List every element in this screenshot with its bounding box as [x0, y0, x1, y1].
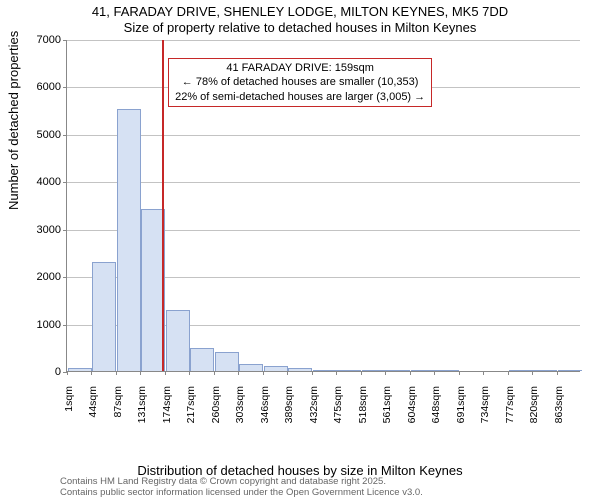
xtick-mark — [483, 371, 484, 375]
xtick-label: 432sqm — [308, 386, 320, 436]
xtick-mark — [238, 371, 239, 375]
gridline — [67, 135, 580, 136]
xtick-mark — [361, 371, 362, 375]
histogram-bar — [190, 348, 214, 371]
chart-title-line2: Size of property relative to detached ho… — [0, 20, 600, 36]
xtick-mark — [336, 371, 337, 375]
marker-line — [162, 40, 164, 371]
xtick-label: 734sqm — [479, 386, 491, 436]
histogram-bar — [533, 370, 557, 371]
histogram-bar — [337, 370, 361, 371]
footer-attribution: Contains HM Land Registry data © Crown c… — [60, 477, 423, 499]
xtick-label: 561sqm — [381, 386, 393, 436]
ytick-mark — [63, 325, 67, 326]
xtick-label: 820sqm — [528, 386, 540, 436]
chart-title-line1: 41, FARADAY DRIVE, SHENLEY LODGE, MILTON… — [0, 4, 600, 20]
xtick-label: 174sqm — [161, 386, 173, 436]
histogram-bar — [362, 370, 386, 371]
ytick-mark — [63, 87, 67, 88]
annotation-line1: 41 FARADAY DRIVE: 159sqm — [175, 61, 425, 75]
xtick-label: 777sqm — [504, 386, 516, 436]
xtick-mark — [67, 371, 68, 375]
histogram-bar — [435, 370, 459, 371]
xtick-mark — [116, 371, 117, 375]
histogram-bar — [92, 262, 116, 371]
annotation-box: 41 FARADAY DRIVE: 159sqm← 78% of detache… — [168, 58, 432, 107]
chart-area: 010002000300040005000600070001sqm44sqm87… — [50, 40, 580, 410]
ytick-label: 2000 — [13, 271, 61, 283]
xtick-label: 691sqm — [455, 386, 467, 436]
xtick-mark — [165, 371, 166, 375]
xtick-label: 303sqm — [234, 386, 246, 436]
xtick-mark — [140, 371, 141, 375]
histogram-bar — [68, 368, 92, 371]
xtick-mark — [434, 371, 435, 375]
xtick-mark — [508, 371, 509, 375]
xtick-label: 217sqm — [185, 386, 197, 436]
xtick-label: 44sqm — [87, 386, 99, 436]
xtick-label: 518sqm — [357, 386, 369, 436]
histogram-bar — [411, 370, 435, 371]
footer-line2: Contains public sector information licen… — [60, 488, 423, 499]
xtick-mark — [557, 371, 558, 375]
gridline — [67, 182, 580, 183]
xtick-mark — [410, 371, 411, 375]
histogram-bar — [386, 370, 410, 371]
ytick-label: 1000 — [13, 319, 61, 331]
plot-region: 010002000300040005000600070001sqm44sqm87… — [66, 40, 580, 372]
ytick-label: 0 — [13, 366, 61, 378]
xtick-mark — [459, 371, 460, 375]
histogram-bar — [558, 370, 582, 371]
xtick-mark — [91, 371, 92, 375]
xtick-mark — [385, 371, 386, 375]
xtick-label: 260sqm — [210, 386, 222, 436]
xtick-label: 475sqm — [332, 386, 344, 436]
histogram-bar — [313, 370, 337, 371]
xtick-label: 604sqm — [406, 386, 418, 436]
histogram-bar — [239, 364, 263, 371]
histogram-bar — [117, 109, 141, 371]
ytick-label: 3000 — [13, 224, 61, 236]
xtick-label: 648sqm — [430, 386, 442, 436]
annotation-line2: ← 78% of detached houses are smaller (10… — [175, 75, 425, 89]
histogram-bar — [288, 368, 312, 371]
histogram-bar — [215, 352, 239, 371]
histogram-bar — [264, 366, 288, 371]
ytick-label: 5000 — [13, 129, 61, 141]
ytick-label: 4000 — [13, 176, 61, 188]
ytick-mark — [63, 40, 67, 41]
xtick-mark — [263, 371, 264, 375]
gridline — [67, 40, 580, 41]
ytick-mark — [63, 182, 67, 183]
xtick-mark — [214, 371, 215, 375]
xtick-mark — [189, 371, 190, 375]
xtick-label: 863sqm — [553, 386, 565, 436]
xtick-label: 131sqm — [136, 386, 148, 436]
ytick-label: 6000 — [13, 81, 61, 93]
histogram-bar — [509, 370, 533, 371]
xtick-label: 389sqm — [283, 386, 295, 436]
ytick-mark — [63, 277, 67, 278]
ytick-mark — [63, 230, 67, 231]
xtick-mark — [532, 371, 533, 375]
histogram-bar — [166, 310, 190, 371]
xtick-mark — [287, 371, 288, 375]
xtick-label: 1sqm — [63, 386, 75, 436]
ytick-mark — [63, 135, 67, 136]
xtick-mark — [312, 371, 313, 375]
annotation-line3: 22% of semi-detached houses are larger (… — [175, 90, 425, 104]
ytick-label: 7000 — [13, 34, 61, 46]
xtick-label: 346sqm — [259, 386, 271, 436]
xtick-label: 87sqm — [112, 386, 124, 436]
